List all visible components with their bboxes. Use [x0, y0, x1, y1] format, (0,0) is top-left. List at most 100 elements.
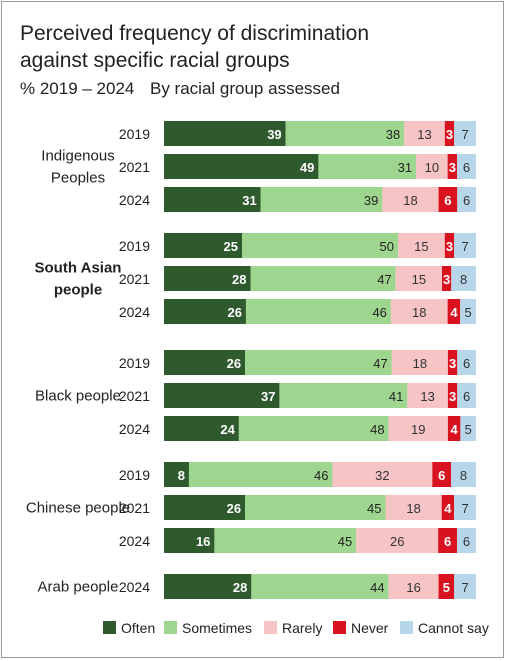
sometimes-value-label: 39: [364, 193, 378, 208]
legend-swatch-sometimes: [164, 621, 177, 634]
group-label: Black people: [35, 388, 121, 405]
year-label: 2019: [119, 467, 150, 483]
never-value-label: 3: [449, 389, 456, 404]
year-label: 2019: [119, 238, 150, 254]
never-value-label: 6: [444, 193, 451, 208]
year-label: 2019: [119, 126, 150, 142]
cannot-say-value-label: 7: [461, 501, 468, 516]
cannot-say-bar-segment: [454, 574, 476, 599]
never-value-label: 5: [443, 580, 450, 595]
rarely-bar-segment: [404, 121, 445, 146]
year-label: 2024: [119, 533, 150, 549]
cannot-say-value-label: 6: [463, 389, 470, 404]
chart-subtitle-note: By racial group assessed: [150, 79, 340, 98]
cannot-say-value-label: 7: [461, 239, 468, 254]
sometimes-bar-segment: [251, 574, 389, 599]
legend-swatch-cannot-say: [400, 621, 413, 634]
chart-title-line-2: against specific racial groups: [20, 49, 290, 72]
rarely-value-label: 19: [411, 422, 425, 437]
often-bar-segment: [164, 350, 246, 375]
year-label: 2019: [119, 355, 150, 371]
often-value-label: 28: [232, 272, 246, 287]
legend-label-cannot-say: Cannot say: [418, 620, 489, 636]
rarely-bar-segment: [416, 154, 448, 179]
never-value-label: 4: [450, 305, 458, 320]
never-value-label: 6: [438, 468, 445, 483]
sometimes-bar-segment: [245, 495, 386, 520]
cannot-say-value-label: 5: [465, 305, 472, 320]
sometimes-bar-segment: [245, 299, 391, 324]
cannot-say-value-label: 6: [463, 160, 470, 175]
sometimes-bar-segment: [260, 187, 383, 212]
rarely-bar-segment: [390, 299, 448, 324]
rarely-value-label: 13: [417, 127, 431, 142]
chart-title-line-1: Perceived frequency of discrimination: [20, 22, 369, 45]
never-value-label: 3: [446, 127, 453, 142]
cannot-say-bar-segment: [457, 383, 476, 408]
never-value-label: 3: [446, 239, 453, 254]
legend-swatch-rarely: [264, 621, 277, 634]
never-value-label: 4: [444, 501, 452, 516]
often-bar-segment: [164, 266, 251, 291]
sometimes-bar-segment: [250, 266, 396, 291]
sometimes-value-label: 38: [386, 127, 400, 142]
cannot-say-value-label: 6: [463, 534, 470, 549]
group-label: people: [54, 282, 102, 299]
year-label: 2021: [119, 159, 150, 175]
rarely-bar-segment: [332, 462, 433, 487]
year-label: 2024: [119, 579, 150, 595]
never-value-label: 6: [444, 534, 451, 549]
cannot-say-value-label: 7: [461, 580, 468, 595]
rarely-value-label: 18: [403, 193, 417, 208]
year-label: 2021: [119, 388, 150, 404]
rarely-bar-segment: [395, 266, 443, 291]
sometimes-bar-segment: [188, 462, 333, 487]
sometimes-value-label: 45: [338, 534, 352, 549]
sometimes-value-label: 41: [389, 389, 403, 404]
group-label: Chinese people: [26, 500, 130, 517]
sometimes-bar-segment: [285, 121, 405, 146]
often-bar-segment: [164, 495, 246, 520]
rarely-value-label: 18: [412, 305, 426, 320]
rarely-bar-segment: [356, 528, 439, 553]
never-value-label: 4: [451, 422, 459, 437]
often-value-label: 24: [220, 422, 235, 437]
rarely-value-label: 16: [406, 580, 420, 595]
never-bar-segment: [447, 299, 461, 324]
cannot-say-value-label: 8: [460, 468, 467, 483]
never-bar-segment: [447, 383, 458, 408]
legend-label-never: Never: [351, 620, 389, 636]
group-label: Indigenous: [41, 148, 114, 165]
cannot-say-bar-segment: [454, 121, 476, 146]
often-bar-segment: [164, 383, 280, 408]
never-bar-segment: [438, 574, 455, 599]
group-label: Arab people: [38, 579, 119, 596]
sometimes-value-label: 44: [370, 580, 384, 595]
rarely-value-label: 18: [406, 501, 420, 516]
cannot-say-bar-segment: [457, 350, 476, 375]
often-value-label: 49: [300, 160, 314, 175]
never-bar-segment: [438, 187, 458, 212]
often-bar-segment: [164, 187, 261, 212]
rarely-value-label: 32: [375, 468, 389, 483]
often-value-label: 28: [233, 580, 247, 595]
legend-swatch-never: [333, 621, 346, 634]
sometimes-value-label: 47: [377, 272, 391, 287]
legend-label-sometimes: Sometimes: [182, 620, 252, 636]
cannot-say-bar-segment: [454, 233, 476, 258]
sometimes-value-label: 47: [373, 356, 387, 371]
often-value-label: 8: [178, 468, 185, 483]
never-bar-segment: [438, 528, 458, 553]
often-bar-segment: [164, 233, 242, 258]
often-bar-segment: [164, 462, 189, 487]
rarely-value-label: 26: [390, 534, 404, 549]
never-bar-segment: [432, 462, 452, 487]
legend-label-often: Often: [121, 620, 155, 636]
rarely-bar-segment: [391, 350, 448, 375]
group-label: South Asian: [35, 260, 122, 277]
sometimes-bar-segment: [245, 350, 392, 375]
sometimes-bar-segment: [279, 383, 408, 408]
year-label: 2024: [119, 421, 150, 437]
often-bar-segment: [164, 574, 252, 599]
